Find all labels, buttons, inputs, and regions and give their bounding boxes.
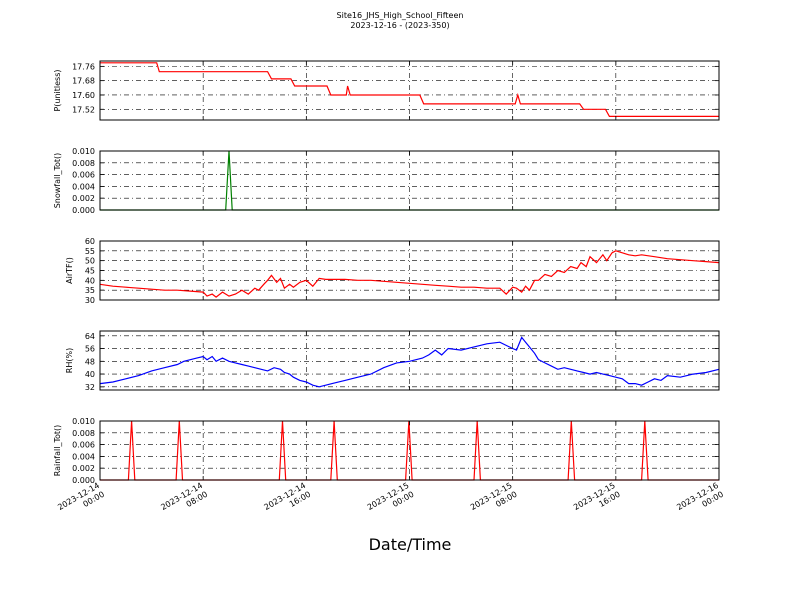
y-axis-label: P(unitless) [53,69,62,111]
y-tick-label: 0.010 [72,417,95,426]
y-tick-label: 45 [85,267,95,276]
panel-2: 0.010 0.008 0.006 0.004 0.002 0.000 Snowfall_T… [53,147,720,215]
panels-group: 17.76 17.68 17.60 17.52 P(unitless) 0.010 0.00… [53,60,720,485]
x-tick-labels: 2023-12-1400:00 2023-12-1408:00 2023-12-14… [56,481,725,521]
y-tick-label: 0.006 [72,441,95,450]
y-tick-label: 64 [85,332,95,341]
y-tick-label: 17.68 [72,77,95,86]
series-line [100,62,719,118]
panel-5: 0.010 0.008 0.006 0.004 0.002 0.000 Rainfall_T… [53,417,720,485]
y-tick-label: 0.002 [72,194,95,203]
y-tick-label: 0.004 [72,452,95,461]
series-line [99,250,720,298]
y-tick-label: 40 [85,370,95,379]
y-axis-label: Snowfall_Tot() [53,153,62,209]
y-tick-label: 0.000 [72,476,95,485]
chart-title-line1: Site16_JHS_High_School_Fifteen [337,11,464,20]
y-tick-label: 0.008 [72,429,95,438]
y-tick-label: 17.60 [72,91,95,100]
x-tick-label: 2023-12-1400:00 [56,481,106,521]
y-tick-label: 55 [85,247,95,256]
y-tick-label: 56 [85,345,95,354]
x-tick-label: 2023-12-1500:00 [366,481,416,521]
series-line [99,336,720,388]
panel-4: 64 56 48 40 32 RH(%) [65,330,720,392]
y-tick-label: 0.008 [72,159,95,168]
y-tick-label: 0.006 [72,171,95,180]
y-tick-label: 48 [85,357,95,366]
y-tick-label: 17.52 [72,105,95,114]
x-axis-label: Date/Time [369,535,452,554]
y-tick-label: 0.000 [72,206,95,215]
y-tick-label: 0.010 [72,147,95,156]
x-tick-label: 2023-12-1408:00 [159,481,209,521]
y-tick-label: 35 [85,286,95,295]
y-tick-label: 60 [85,237,95,246]
y-axis-label: RH(%) [65,348,74,373]
y-tick-label: 0.004 [72,182,95,191]
y-tick-label: 40 [85,276,95,285]
x-tick-label: 2023-12-1516:00 [572,481,622,521]
y-tick-label: 50 [85,257,95,266]
panel-1: 17.76 17.68 17.60 17.52 P(unitless) [53,60,720,121]
y-tick-label: 30 [85,296,95,305]
x-tick-label: 2023-12-1600:00 [675,481,725,521]
y-tick-label: 0.002 [72,464,95,473]
y-tick-label: 32 [85,383,95,392]
y-tick-label: 17.76 [72,62,95,71]
y-axis-label: AirTF() [65,257,74,284]
chart-title-line2: 2023-12-16 - (2023-350) [350,21,449,30]
x-tick-label: 2023-12-1416:00 [263,481,313,521]
y-axis-label: Rainfall_Tot() [53,425,62,477]
x-tick-label: 2023-12-1508:00 [469,481,519,521]
